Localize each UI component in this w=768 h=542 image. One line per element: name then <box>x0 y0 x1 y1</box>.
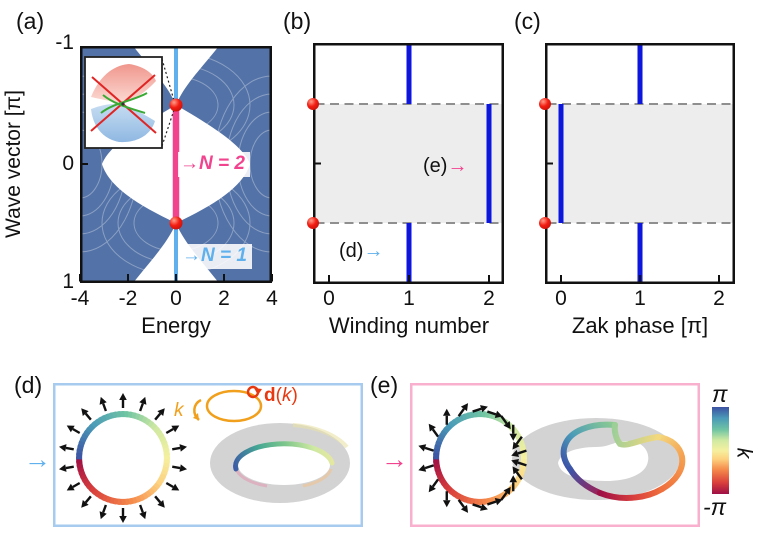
upper-band-surface <box>91 64 156 104</box>
panel-c-xtick-2: 2 <box>713 287 725 310</box>
panel-b-label: (b) <box>283 8 312 34</box>
n1-annotation: →N = 1 <box>180 244 252 269</box>
panel-b-xtick-0: 0 <box>323 287 335 310</box>
colorbar-max-label: π <box>712 381 728 407</box>
d-rotation-arrowhead <box>254 388 262 395</box>
panel-c-ticks <box>546 162 720 283</box>
winding-circle-w1 <box>58 393 188 523</box>
panel-a-ytick--1: -1 <box>55 31 74 54</box>
lower-band-surface <box>91 103 155 143</box>
panel-b-plot <box>307 43 504 284</box>
panel-a-ytick-1: 1 <box>62 270 74 293</box>
colorbar-min-label: -π <box>703 494 727 520</box>
annotation-e-pointer: (e)→ <box>423 155 468 177</box>
panel-a-xtick-4: 4 <box>266 287 278 310</box>
panel-a-label: (a) <box>16 8 45 34</box>
colorbar-axis-label: k <box>732 447 756 459</box>
transition-dot-upper-c <box>539 98 551 110</box>
twisted-ribbon <box>512 418 686 501</box>
colorbar <box>712 407 729 494</box>
k-loop-ellipse <box>205 389 263 423</box>
dirac-cone-inset <box>84 56 163 149</box>
n1-arrow-icon: → <box>182 245 201 266</box>
winding-circle-w2 <box>418 403 527 513</box>
ribbon-edge-orange <box>302 468 333 488</box>
panel-a-xlabel: Energy <box>141 313 211 338</box>
n2-arrow-icon: → <box>180 153 199 174</box>
panel-c-label: (c) <box>514 8 541 34</box>
ribbon-edge-pink <box>235 470 268 488</box>
panel-e-label: (e) <box>370 372 399 398</box>
inset-connector-top <box>161 58 176 105</box>
panel-a-xtick-0: 0 <box>170 287 182 310</box>
panel-a-xtick-2: 2 <box>218 287 230 310</box>
panel-a-ticks <box>79 163 273 282</box>
transition-dot-lower-c <box>539 217 551 229</box>
panel-a-ylabel: Wave vector [π] <box>2 90 25 238</box>
panel-e-side-arrow-icon: → <box>381 444 408 474</box>
panel-a-ytick-0: 0 <box>62 152 74 175</box>
untwisted-ribbon <box>210 423 350 503</box>
panel-b-xlabel: Winding number <box>328 313 490 338</box>
ribbon-colored-edge <box>233 441 335 472</box>
dirac-point-upper <box>169 98 183 112</box>
transition-dot-lower-b <box>307 217 319 229</box>
panel-c-plot <box>539 43 735 284</box>
d-of-k-label: d(k) <box>264 385 298 406</box>
panel-e-frame <box>410 383 700 527</box>
k-curved-arrowhead <box>193 413 199 420</box>
panel-d-frame <box>53 383 363 527</box>
n2-annotation: →N = 2 <box>178 152 250 177</box>
panel-c-xlabel: Zak phase [π] <box>571 313 709 338</box>
panel-d-box: k d(k) <box>53 383 363 527</box>
panel-b-ticks <box>314 162 490 283</box>
dirac-point-lower <box>169 216 183 230</box>
panel-c-xtick-0: 0 <box>555 287 567 310</box>
nontrivial-shade-c <box>547 104 733 223</box>
annotation-e-arrow-icon: → <box>447 155 468 177</box>
transition-dot-upper-b <box>307 98 319 110</box>
panel-b-xtick-1: 1 <box>403 287 415 310</box>
green-curve-2 <box>102 94 146 114</box>
panel-a-xtick--2: -2 <box>118 287 138 310</box>
ribbon-rainbow-edge <box>560 421 686 501</box>
ribbon-hole-e <box>558 441 649 481</box>
panel-e-box <box>410 383 700 527</box>
ribbon-hole <box>238 445 330 485</box>
green-curve-1 <box>100 92 148 114</box>
panel-c-xtick-1: 1 <box>634 287 646 310</box>
panel-d-side-arrow-icon: → <box>24 444 51 474</box>
panel-a-xtick--4: -4 <box>70 287 90 310</box>
ribbon-outer-pale-edge <box>292 423 349 449</box>
nontrivial-shade <box>315 104 502 223</box>
annotation-d-arrow-icon: → <box>363 240 384 262</box>
band-touching-point <box>121 102 125 106</box>
panel-d-label: (d) <box>14 372 43 398</box>
annotation-d-pointer: (d)→ <box>339 240 384 262</box>
k-loop-annotation: k d(k) <box>174 385 298 423</box>
panel-b-xtick-2: 2 <box>483 287 495 310</box>
k-loop-k-label: k <box>174 400 185 421</box>
